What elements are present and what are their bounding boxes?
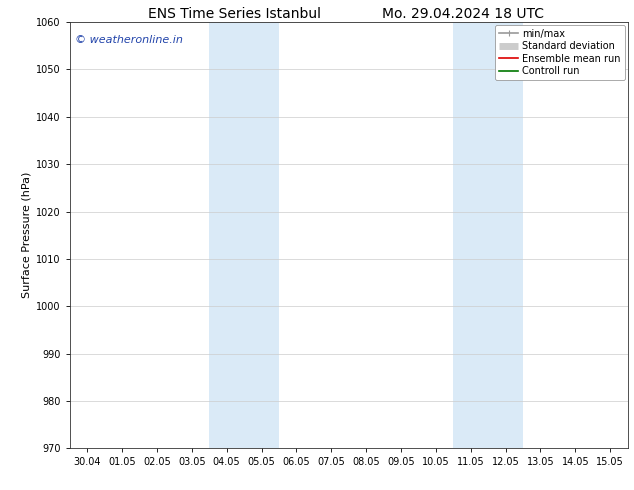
- Y-axis label: Surface Pressure (hPa): Surface Pressure (hPa): [22, 172, 32, 298]
- Legend: min/max, Standard deviation, Ensemble mean run, Controll run: min/max, Standard deviation, Ensemble me…: [495, 25, 624, 80]
- Bar: [453, 22, 523, 448]
- Bar: [209, 22, 279, 448]
- Text: ENS Time Series Istanbul: ENS Time Series Istanbul: [148, 7, 321, 22]
- Text: © weatheronline.in: © weatheronline.in: [75, 35, 183, 45]
- Text: Mo. 29.04.2024 18 UTC: Mo. 29.04.2024 18 UTC: [382, 7, 544, 22]
